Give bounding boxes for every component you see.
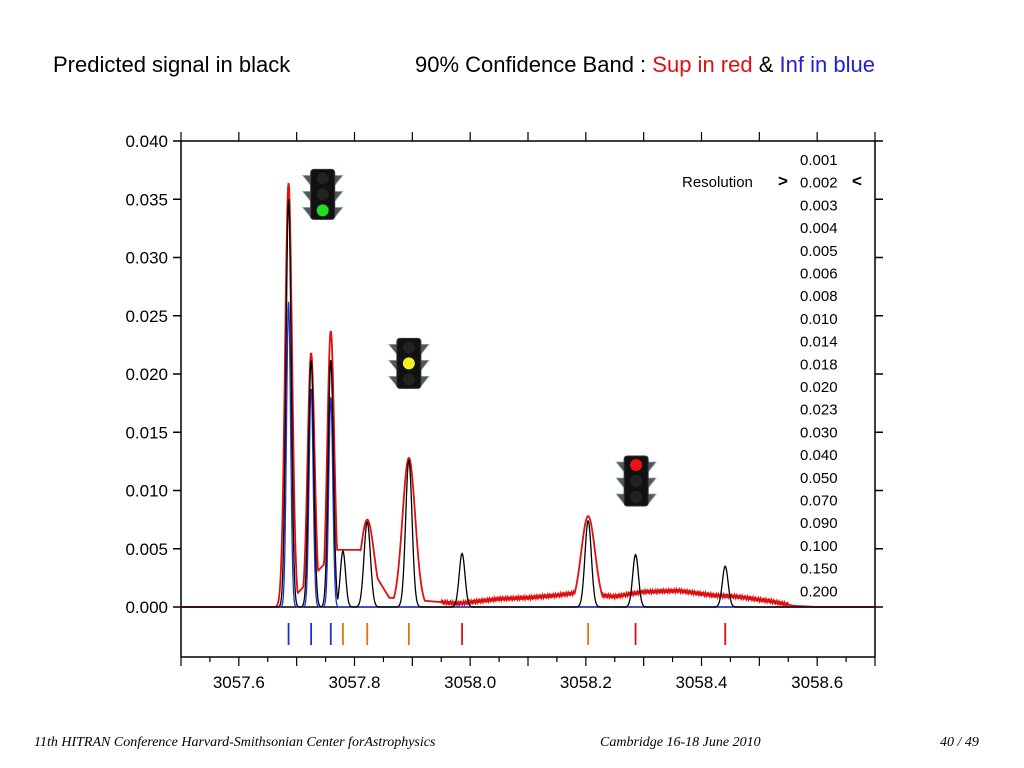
- traffic-light-visor: [334, 175, 344, 187]
- traffic-light-visor: [647, 461, 657, 474]
- traffic-light-green: [301, 168, 344, 220]
- traffic-light-visor: [301, 191, 312, 203]
- y-tick-label: 0.010: [125, 482, 168, 501]
- traffic-light-lamp-yellow: [402, 357, 415, 370]
- resolution-value: 0.050: [800, 470, 838, 487]
- x-tick-label: 3057.6: [213, 673, 265, 692]
- traffic-light-visor: [301, 175, 312, 187]
- resolution-value: 0.020: [800, 379, 838, 396]
- resolution-value: 0.040: [800, 447, 838, 464]
- header-confidence-band: 90% Confidence Band : Sup in red & Inf i…: [415, 52, 875, 78]
- y-tick-label: 0.020: [125, 365, 168, 384]
- traffic-light-visor: [388, 375, 398, 388]
- traffic-light-visor: [388, 343, 398, 356]
- resolution-marker-right: <: [852, 172, 862, 191]
- footer-page-number: 40 / 49: [940, 735, 979, 750]
- traffic-light-red: [615, 455, 657, 507]
- traffic-light-visor: [615, 477, 625, 490]
- x-tick-label: 3058.0: [444, 673, 496, 692]
- traffic-light-lamp-off: [630, 491, 643, 504]
- inf-label: Inf in blue: [779, 52, 875, 77]
- resolution-value: 0.200: [800, 583, 838, 600]
- resolution-value: 0.001: [800, 152, 838, 169]
- traffic-light-lamp-off: [316, 172, 329, 185]
- resolution-value: 0.004: [800, 220, 838, 237]
- traffic-light-visor: [420, 359, 430, 372]
- amp-label: &: [758, 52, 774, 77]
- y-tick-label: 0.000: [125, 598, 168, 617]
- y-tick-label: 0.005: [125, 540, 168, 559]
- line-position-sticks: [287, 623, 727, 645]
- predicted-signal-line: [181, 199, 875, 608]
- traffic-light-visor: [334, 191, 344, 203]
- traffic-light-lamp-off: [316, 188, 329, 201]
- resolution-value: 0.005: [800, 243, 838, 260]
- resolution-marker-left: >: [778, 172, 788, 191]
- resolution-value: 0.090: [800, 515, 838, 532]
- resolution-value: 0.003: [800, 197, 838, 214]
- x-tick-label: 3058.2: [560, 673, 612, 692]
- traffic-light-visor: [420, 375, 430, 388]
- x-tick-label: 3058.6: [791, 673, 843, 692]
- y-tick-label: 0.035: [125, 190, 168, 209]
- resolution-value: 0.006: [800, 266, 838, 283]
- traffic-light-yellow: [388, 337, 430, 389]
- resolution-list: Resolution 0.001 0.002 > <0.003 0.004 0.005 0.0…: [682, 152, 862, 600]
- y-tick-label: 0.030: [125, 249, 168, 268]
- traffic-light-visor: [388, 359, 398, 372]
- y-tick-label: 0.040: [125, 132, 168, 151]
- traffic-light-visor: [334, 207, 344, 219]
- resolution-value: 0.070: [800, 493, 838, 510]
- resolution-value: 0.014: [800, 334, 838, 351]
- resolution-value: 0.018: [800, 356, 838, 373]
- resolution-label: Resolution: [682, 174, 753, 191]
- traffic-lights: [301, 168, 657, 507]
- header-predicted-label: Predicted signal in black: [53, 52, 291, 77]
- traffic-light-lamp-red: [630, 459, 643, 472]
- traffic-light-visor: [615, 493, 625, 506]
- traffic-light-visor: [615, 461, 625, 474]
- traffic-light-lamp-green: [316, 204, 329, 217]
- traffic-light-lamp-off: [630, 475, 643, 488]
- resolution-value: 0.030: [800, 424, 838, 441]
- resolution-value: 0.010: [800, 311, 838, 328]
- footer-place: Cambridge 16-18 June 2010: [600, 735, 761, 750]
- resolution-value: 0.008: [800, 288, 838, 305]
- traffic-light-lamp-off: [402, 373, 415, 386]
- sup-label: Sup in red: [652, 52, 753, 77]
- resolution-value: 0.150: [800, 561, 838, 578]
- resolution-value: 0.002: [800, 175, 838, 192]
- y-tick-label: 0.015: [125, 423, 168, 442]
- traffic-light-visor: [301, 207, 312, 219]
- x-tick-label: 3058.4: [676, 673, 728, 692]
- resolution-value: 0.023: [800, 402, 838, 419]
- chart-axes: 0.000 0.005 0.010 0.015 0.020 0.025 0.030 0.035…: [125, 132, 883, 692]
- confidence-band-label: 90% Confidence Band :: [415, 52, 647, 77]
- traffic-light-visor: [420, 343, 430, 356]
- traffic-light-lamp-off: [402, 341, 415, 354]
- y-tick-label: 0.025: [125, 307, 168, 326]
- x-tick-label: 3057.8: [329, 673, 381, 692]
- confidence-sup-line: [181, 182, 875, 608]
- chart-curves: [181, 182, 875, 608]
- traffic-light-visor: [647, 493, 657, 506]
- footer-conference: 11th HITRAN Conference Harvard-Smithsoni…: [34, 735, 436, 750]
- traffic-light-visor: [647, 477, 657, 490]
- resolution-value: 0.100: [800, 538, 838, 555]
